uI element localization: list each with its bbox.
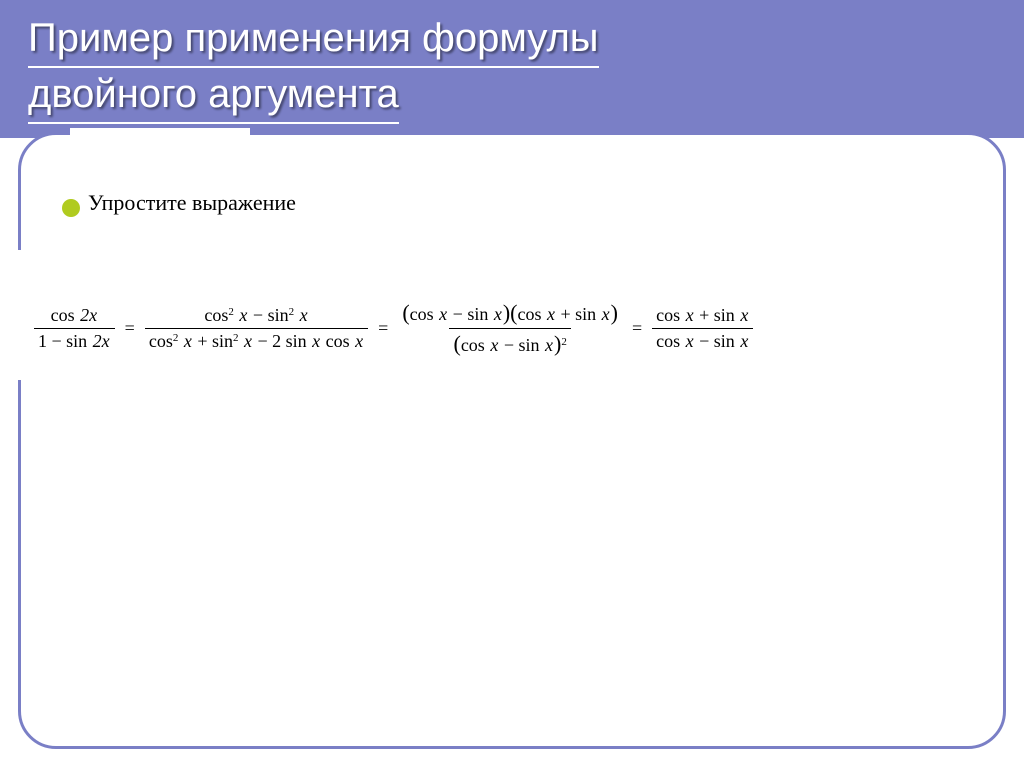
frac1-den: 1 − sin 2x (34, 328, 115, 352)
subheading: Упростите выражение (88, 190, 296, 216)
frac2-den: cos2 x + sin2 x − 2 sin x cos x (145, 328, 368, 352)
bullet-icon (62, 199, 80, 217)
frac3-den: (cos x − sin x)2 (449, 328, 570, 357)
frame-gap-side (14, 250, 24, 380)
equation-row: cos 2x 1 − sin 2x = cos2 x − sin2 x cos2… (30, 300, 1004, 357)
content-frame (18, 132, 1006, 749)
equals-1: = (125, 318, 135, 339)
title-line-1: Пример применения формулы (28, 12, 599, 68)
frac2-num: cos2 x − sin2 x (200, 305, 312, 328)
frac4-den: cos x − sin x (652, 328, 753, 352)
title-line-2: двойного аргумента (28, 68, 399, 124)
frame-gap-top (70, 128, 250, 138)
fraction-2: cos2 x − sin2 x cos2 x + sin2 x − 2 sin … (145, 305, 368, 352)
frac1-num: cos 2x (47, 305, 103, 328)
equals-3: = (632, 318, 642, 339)
fraction-3: (cos x − sin x)(cos x + sin x) (cos x − … (398, 300, 622, 357)
frac3-num: (cos x − sin x)(cos x + sin x) (398, 300, 622, 328)
fraction-4: cos x + sin x cos x − sin x (652, 305, 753, 352)
slide-title: Пример применения формулы двойного аргум… (28, 12, 996, 124)
slide-header: Пример применения формулы двойного аргум… (0, 0, 1024, 138)
fraction-1: cos 2x 1 − sin 2x (34, 305, 115, 352)
equals-2: = (378, 318, 388, 339)
frac4-num: cos x + sin x (652, 305, 753, 328)
